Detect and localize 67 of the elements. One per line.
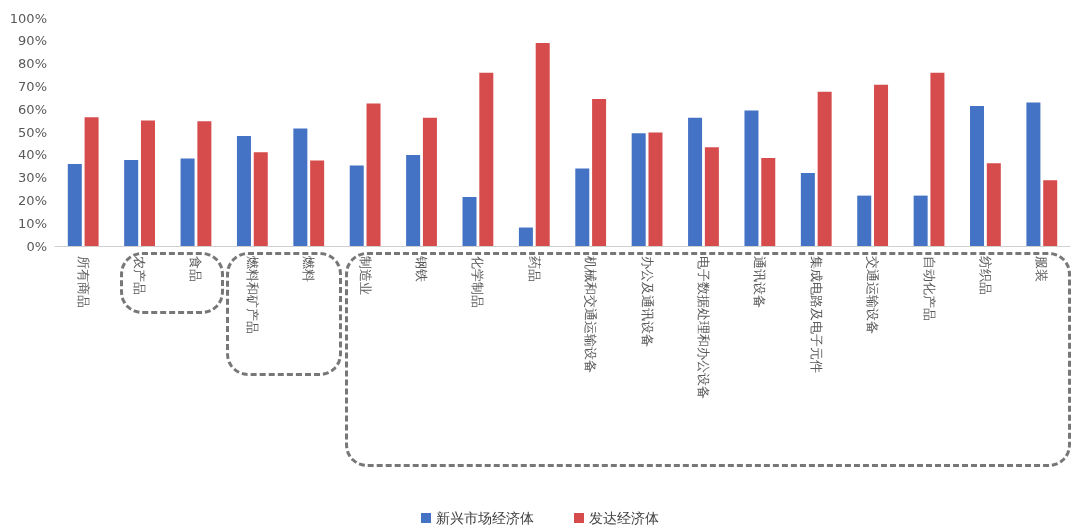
bar xyxy=(704,147,719,246)
bar xyxy=(986,163,1001,246)
bar xyxy=(930,72,945,246)
bar xyxy=(406,155,421,246)
bar xyxy=(874,84,889,246)
x-tick-label: 办公及通讯设备 xyxy=(639,256,655,347)
bar xyxy=(84,117,99,246)
x-tick-label: 所有商品 xyxy=(75,256,91,308)
x-tick-label: 钢铁 xyxy=(414,255,430,282)
x-tick-label: 服装 xyxy=(1034,256,1050,282)
bar xyxy=(366,103,381,246)
bar xyxy=(67,163,82,246)
y-tick-label: 50% xyxy=(18,124,47,140)
y-tick-label: 40% xyxy=(18,147,47,163)
y-tick-label: 80% xyxy=(18,56,47,72)
x-tick-label: 纺织品 xyxy=(977,256,993,295)
x-tick-label: 交通运输设备 xyxy=(865,256,881,334)
y-tick-label: 70% xyxy=(18,78,47,94)
x-tick-label: 制造业 xyxy=(357,256,373,295)
y-tick-label: 60% xyxy=(18,101,47,117)
bar xyxy=(422,117,437,246)
bar xyxy=(180,158,195,246)
bar xyxy=(349,165,364,246)
bar xyxy=(310,160,325,246)
y-tick-label: 0% xyxy=(26,238,47,254)
bar xyxy=(744,110,759,246)
bar xyxy=(592,98,607,246)
legend-label: 新兴市场经济体 xyxy=(436,510,534,526)
bar xyxy=(293,128,308,246)
bar xyxy=(857,195,872,246)
bar xyxy=(817,91,832,246)
x-tick-label: 燃料 xyxy=(301,256,317,282)
x-tick-label: 化学制品 xyxy=(470,256,486,308)
y-tick-label: 10% xyxy=(18,215,47,231)
bar xyxy=(140,120,155,246)
bar xyxy=(197,121,212,246)
x-tick-label: 食品 xyxy=(188,256,204,282)
y-tick-label: 20% xyxy=(18,192,47,208)
bar xyxy=(688,117,703,246)
x-tick-label: 集成电路及电子元件 xyxy=(808,256,824,373)
y-tick-label: 100% xyxy=(9,10,47,26)
bar xyxy=(648,132,663,246)
x-tick-label: 机械和交通运输设备 xyxy=(583,256,599,373)
bar xyxy=(479,72,494,246)
bar xyxy=(631,133,646,246)
x-tick-label: 电子数据处理和办公设备 xyxy=(695,256,711,399)
bar xyxy=(124,160,139,246)
legend-label: 发达经济体 xyxy=(589,510,659,526)
y-tick-label: 30% xyxy=(18,170,47,186)
x-tick-label: 自动化产品 xyxy=(921,256,937,321)
bar xyxy=(535,43,550,246)
bar xyxy=(913,195,928,246)
bar xyxy=(1043,180,1058,246)
bar xyxy=(1026,102,1041,246)
x-tick-label: 通讯设备 xyxy=(752,256,768,308)
x-tick-label: 药品 xyxy=(526,256,542,282)
x-tick-label: 燃料和矿产品 xyxy=(244,256,260,334)
bar xyxy=(575,168,590,246)
y-tick-label: 90% xyxy=(18,33,47,49)
bar xyxy=(970,106,985,246)
bar xyxy=(518,227,533,246)
bar xyxy=(253,152,268,246)
bar xyxy=(236,135,251,246)
bar xyxy=(462,196,477,246)
x-tick-label: 农产品 xyxy=(132,256,148,295)
bar xyxy=(800,173,815,246)
bar xyxy=(761,157,776,246)
